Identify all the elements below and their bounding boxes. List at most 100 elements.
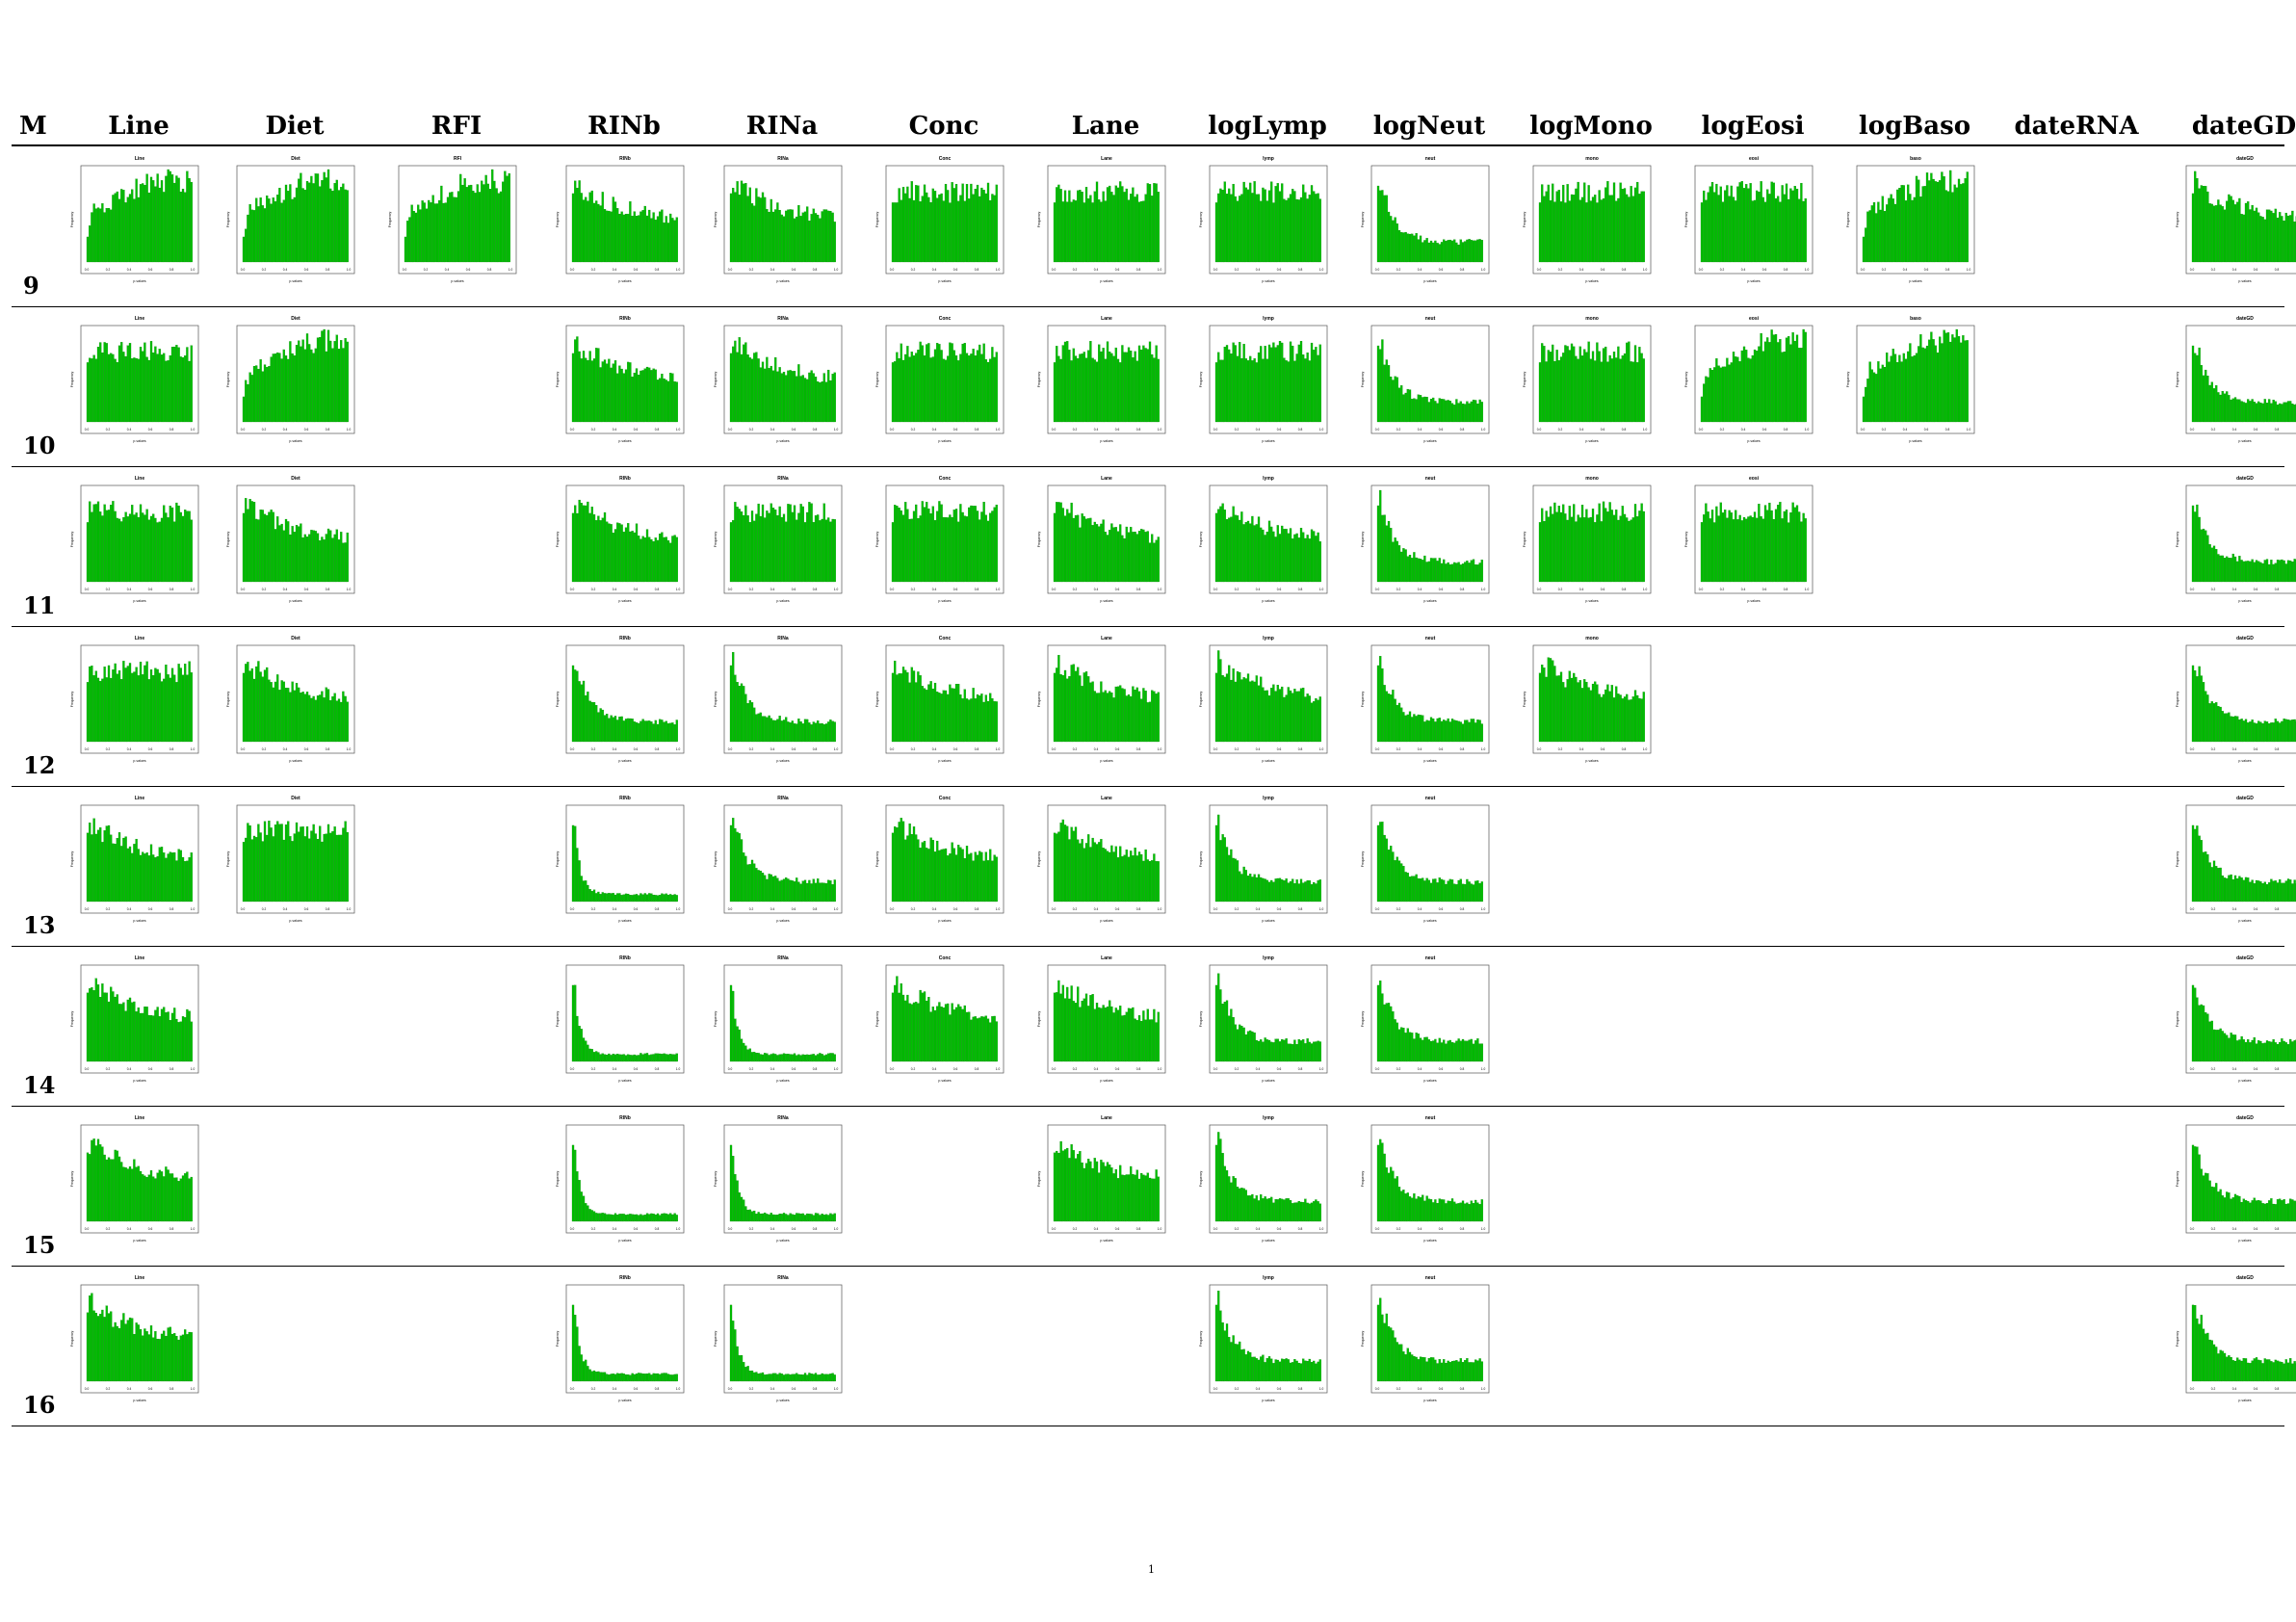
histogram-bar bbox=[592, 514, 596, 583]
histogram-bar bbox=[954, 355, 958, 423]
histogram-bar bbox=[1276, 1038, 1279, 1062]
histogram-bar bbox=[1230, 1342, 1233, 1382]
histogram-bar bbox=[1318, 696, 1321, 743]
x-tick-label: 1.0 bbox=[996, 588, 1001, 591]
histogram-bar bbox=[165, 512, 168, 583]
histogram-bar bbox=[817, 381, 820, 423]
histogram-bar bbox=[2265, 1040, 2269, 1062]
histogram-bar bbox=[2253, 210, 2256, 263]
histogram-bar bbox=[2283, 882, 2285, 903]
histogram-bar bbox=[89, 1295, 91, 1382]
histogram-bar bbox=[1724, 366, 1727, 423]
histogram-bar bbox=[1376, 1304, 1380, 1382]
histogram-bar bbox=[785, 521, 788, 583]
histogram-bar bbox=[1587, 185, 1590, 263]
histogram-bar bbox=[1453, 405, 1456, 423]
histogram-bar bbox=[179, 191, 182, 263]
histogram-bar bbox=[2284, 402, 2287, 423]
histogram-bar bbox=[740, 180, 744, 263]
histogram-bar bbox=[96, 207, 100, 263]
histogram-bar bbox=[808, 1055, 811, 1062]
histogram-bar bbox=[819, 382, 822, 423]
histogram-bar bbox=[782, 1053, 786, 1062]
histogram-bar bbox=[627, 1054, 630, 1062]
histogram-bar bbox=[298, 831, 300, 903]
histogram-bar bbox=[1255, 675, 1258, 743]
histogram-bar bbox=[1072, 1001, 1075, 1062]
histogram-bar bbox=[947, 855, 950, 903]
histogram-bar bbox=[2249, 1042, 2252, 1062]
histogram-bar bbox=[1472, 240, 1475, 263]
histogram-bar bbox=[582, 1361, 586, 1382]
histogram-bar bbox=[1417, 1359, 1420, 1382]
histogram-bar bbox=[128, 513, 132, 583]
histogram-bar bbox=[167, 1327, 170, 1382]
histogram-bar bbox=[610, 367, 613, 423]
x-tick-label: 0.4 bbox=[1579, 428, 1584, 432]
x-axis-label: p-values bbox=[1747, 439, 1760, 443]
histogram-bar bbox=[1580, 688, 1584, 743]
histogram-bar bbox=[184, 510, 187, 583]
x-tick-label: 1.0 bbox=[1319, 1387, 1324, 1391]
histogram-bar bbox=[1376, 665, 1380, 743]
histogram-bar bbox=[978, 1017, 981, 1062]
histogram-bar bbox=[1470, 560, 1473, 583]
histogram-bar bbox=[276, 195, 279, 263]
histogram-bar bbox=[242, 672, 246, 743]
histogram-bar bbox=[158, 847, 161, 903]
histogram-bar bbox=[2257, 880, 2260, 903]
histogram-bar bbox=[2236, 201, 2239, 263]
histogram-bar bbox=[1109, 1164, 1111, 1222]
histogram-bar bbox=[1148, 1019, 1152, 1062]
histogram-bar bbox=[158, 1339, 161, 1382]
histogram-bar bbox=[158, 672, 161, 743]
histogram-bar bbox=[149, 515, 153, 583]
histogram-bar bbox=[652, 368, 655, 423]
histogram-bar bbox=[1112, 697, 1115, 743]
x-tick-label: 1.0 bbox=[1481, 268, 1486, 272]
histogram-bar bbox=[1255, 1039, 1258, 1062]
histogram-bar bbox=[1455, 242, 1458, 263]
histogram-bar bbox=[1923, 186, 1926, 263]
histogram-bar bbox=[1304, 881, 1307, 903]
x-tick-label: 0.2 bbox=[749, 268, 754, 272]
histogram-bar bbox=[1575, 521, 1578, 583]
histogram-bar bbox=[912, 1002, 916, 1062]
histogram-bar bbox=[449, 192, 452, 263]
histogram-bar bbox=[169, 1326, 171, 1382]
histogram-bar bbox=[770, 1213, 772, 1222]
histogram-bar bbox=[1313, 1360, 1316, 1382]
histogram-bar bbox=[585, 357, 587, 423]
histogram-bar bbox=[1070, 360, 1073, 423]
histogram-bar bbox=[91, 358, 93, 423]
histogram-bar bbox=[603, 511, 607, 583]
x-axis-label: p-values bbox=[289, 279, 301, 283]
histogram-bar bbox=[1110, 192, 1113, 263]
histogram-bar bbox=[1751, 516, 1754, 583]
histogram-bar bbox=[1736, 356, 1739, 423]
histogram-bar bbox=[2284, 563, 2287, 583]
histogram-bar bbox=[156, 668, 159, 743]
histogram-bar bbox=[587, 501, 589, 583]
histogram-bar bbox=[734, 674, 737, 743]
histogram-bar bbox=[1240, 874, 1243, 903]
x-tick-label: 0.0 bbox=[728, 747, 733, 751]
histogram-bar bbox=[337, 834, 341, 903]
histogram-bar bbox=[1602, 693, 1605, 743]
histogram-bar bbox=[2231, 878, 2234, 903]
histogram-bar bbox=[831, 1214, 834, 1222]
histogram-bar bbox=[110, 1311, 113, 1382]
y-axis-label: Frequency bbox=[1199, 1330, 1203, 1347]
histogram-bar bbox=[768, 1055, 770, 1062]
histogram-bar bbox=[1478, 562, 1481, 583]
histogram-bar bbox=[1387, 365, 1391, 423]
histogram-bar bbox=[803, 211, 807, 263]
histogram-bar bbox=[1315, 347, 1318, 423]
histogram-bar bbox=[900, 673, 902, 743]
histogram-bar bbox=[291, 841, 294, 903]
histogram-bar bbox=[766, 1053, 769, 1062]
histogram-bar bbox=[282, 839, 285, 903]
histogram-bar bbox=[942, 690, 945, 743]
panel-frame bbox=[1047, 165, 1166, 275]
x-tick-label: 0.4 bbox=[1418, 747, 1422, 751]
